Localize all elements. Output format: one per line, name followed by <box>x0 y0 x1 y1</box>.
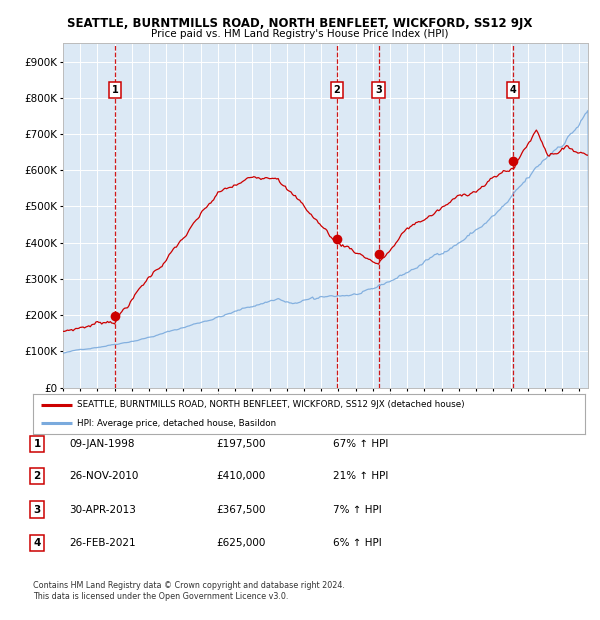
Text: 26-NOV-2010: 26-NOV-2010 <box>69 471 139 481</box>
Text: 26-FEB-2021: 26-FEB-2021 <box>69 538 136 548</box>
Text: 30-APR-2013: 30-APR-2013 <box>69 505 136 515</box>
Text: 3: 3 <box>375 85 382 95</box>
Text: 1: 1 <box>34 439 41 449</box>
Text: 3: 3 <box>34 505 41 515</box>
Text: This data is licensed under the Open Government Licence v3.0.: This data is licensed under the Open Gov… <box>33 592 289 601</box>
Text: £625,000: £625,000 <box>216 538 265 548</box>
Text: £410,000: £410,000 <box>216 471 265 481</box>
Text: Price paid vs. HM Land Registry's House Price Index (HPI): Price paid vs. HM Land Registry's House … <box>151 29 449 39</box>
Text: Contains HM Land Registry data © Crown copyright and database right 2024.: Contains HM Land Registry data © Crown c… <box>33 581 345 590</box>
Text: £367,500: £367,500 <box>216 505 265 515</box>
Text: £197,500: £197,500 <box>216 439 265 449</box>
Text: 7% ↑ HPI: 7% ↑ HPI <box>333 505 382 515</box>
Text: 2: 2 <box>34 471 41 481</box>
Text: SEATTLE, BURNTMILLS ROAD, NORTH BENFLEET, WICKFORD, SS12 9JX (detached house): SEATTLE, BURNTMILLS ROAD, NORTH BENFLEET… <box>77 400 465 409</box>
Text: 4: 4 <box>34 538 41 548</box>
Text: 6% ↑ HPI: 6% ↑ HPI <box>333 538 382 548</box>
Text: SEATTLE, BURNTMILLS ROAD, NORTH BENFLEET, WICKFORD, SS12 9JX: SEATTLE, BURNTMILLS ROAD, NORTH BENFLEET… <box>67 17 533 30</box>
Text: 67% ↑ HPI: 67% ↑ HPI <box>333 439 388 449</box>
Text: 2: 2 <box>334 85 340 95</box>
Text: 4: 4 <box>510 85 517 95</box>
Text: 09-JAN-1998: 09-JAN-1998 <box>69 439 134 449</box>
Text: 21% ↑ HPI: 21% ↑ HPI <box>333 471 388 481</box>
Text: HPI: Average price, detached house, Basildon: HPI: Average price, detached house, Basi… <box>77 418 276 428</box>
Text: 1: 1 <box>112 85 119 95</box>
